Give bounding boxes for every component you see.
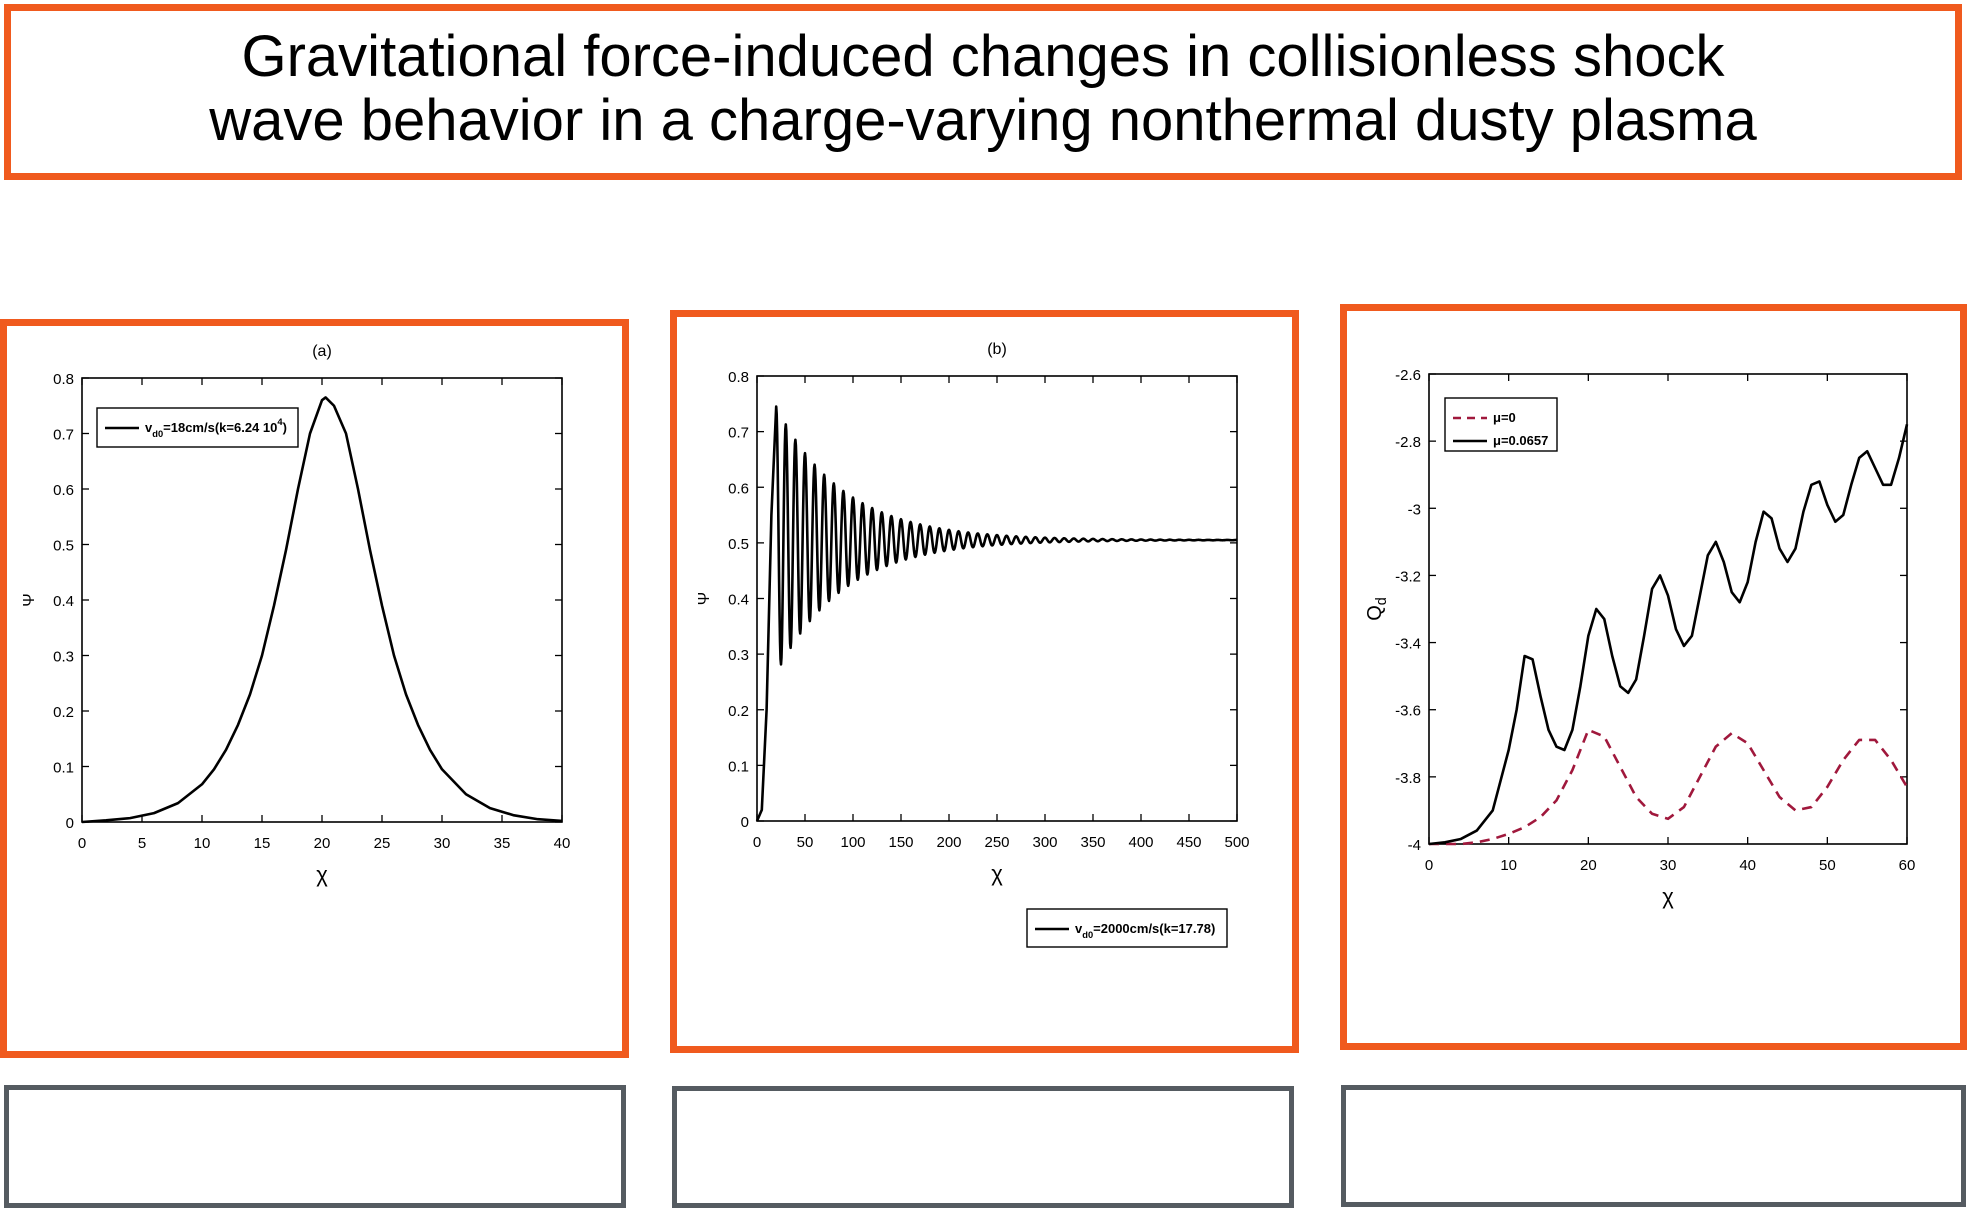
chart1-x-tick-label: 200 bbox=[936, 834, 961, 851]
chart2-x-tick-label: 30 bbox=[1660, 857, 1677, 874]
chart2-y-tick-label: -2.8 bbox=[1395, 434, 1421, 451]
chart1-x-tick-label: 250 bbox=[984, 834, 1009, 851]
chart2-y-tick-label: -3.4 bbox=[1395, 636, 1421, 653]
chart1-y-tick-label: 0.3 bbox=[728, 647, 749, 664]
chart0-x-tick-label: 25 bbox=[374, 835, 391, 852]
chart2-series-line-1 bbox=[1428, 424, 1909, 846]
chart0-x-tick-label: 15 bbox=[254, 835, 271, 852]
chart1-x-tick-label: 400 bbox=[1128, 834, 1153, 851]
chart2-x-tick-label: 50 bbox=[1819, 857, 1836, 874]
chart1-y-tick-label: 0.8 bbox=[728, 369, 749, 386]
chart2-x-tick-label: 20 bbox=[1580, 857, 1597, 874]
chart2-x-tick-label: 40 bbox=[1739, 857, 1756, 874]
chart1-y-tick-label: 0.1 bbox=[728, 758, 749, 775]
chart1-x-tick-label: 450 bbox=[1176, 834, 1201, 851]
caption-box-b bbox=[672, 1086, 1294, 1208]
chart2-x-tick-label: 10 bbox=[1500, 857, 1517, 874]
chart-c: 0 10 20 30 40 50 60 -4 -3.8 -3.6 -3.4 -3.2 -3 -2.8 -2.… bbox=[1364, 367, 1916, 909]
panel-b-frame: 0 50 100 150 200 250 300 350 400 450 500 0 0.1 0.2 0.3… bbox=[670, 310, 1299, 1053]
panel-c-frame: 0 10 20 30 40 50 60 -4 -3.8 -3.6 -3.4 -3.2 -3 -2.8 -2.… bbox=[1340, 304, 1967, 1050]
chart2-y-tick-label: -3.8 bbox=[1395, 770, 1421, 787]
chart1-y-tick-label: 0.4 bbox=[728, 592, 749, 609]
chart0-x-axis-label: χ bbox=[316, 862, 328, 887]
chart2-x-tick-label: 0 bbox=[1425, 857, 1433, 874]
chart0-y-tick-label: 0.3 bbox=[53, 649, 74, 666]
chart1-x-tick-label: 100 bbox=[840, 834, 865, 851]
chart0-y-tick-label: 0.4 bbox=[53, 593, 74, 610]
chart2-series-line-0 bbox=[1429, 728, 1909, 846]
chart2-legend-label-1: μ=0.0657 bbox=[1493, 433, 1548, 448]
chart2-y-tick-label: -2.6 bbox=[1395, 367, 1421, 384]
chart1-legend-label-0: vd0=2000cm/s(k=17.78) bbox=[1075, 921, 1215, 940]
chart1-y-tick-label: 0 bbox=[741, 814, 749, 831]
chart0-x-tick-label: 35 bbox=[494, 835, 511, 852]
chart0-x-tick-label: 0 bbox=[78, 835, 86, 852]
chart1-x-tick-label: 350 bbox=[1080, 834, 1105, 851]
chart2-y-axis-label: Qd bbox=[1364, 597, 1390, 621]
chart1-y-axis-label: Ψ bbox=[696, 592, 713, 605]
chart1-y-tick-label: 0.2 bbox=[728, 703, 749, 720]
chart1-y-tick-label: 0.6 bbox=[728, 480, 749, 497]
chart0-x-tick-label: 10 bbox=[194, 835, 211, 852]
chart2-y-tick-label: -3.2 bbox=[1395, 568, 1421, 585]
chart1-x-tick-label: 50 bbox=[797, 834, 814, 851]
chart2-y-tick-label: -4 bbox=[1408, 837, 1421, 854]
chart1-x-axis-label: χ bbox=[991, 861, 1003, 886]
chart0-legend-label-0: vd0=18cm/s(k=6.24 104) bbox=[145, 417, 287, 439]
chart1-x-tick-label: 300 bbox=[1032, 834, 1057, 851]
figure-title: Gravitational force-induced changes in c… bbox=[209, 24, 1757, 153]
chart1-x-tick-label: 150 bbox=[888, 834, 913, 851]
chart0-y-tick-label: 0.5 bbox=[53, 538, 74, 555]
chart1-y-tick-label: 0.5 bbox=[728, 536, 749, 553]
chart0-x-tick-label: 5 bbox=[138, 835, 146, 852]
chart0-title: (a) bbox=[312, 343, 332, 360]
chart2-y-tick-label: -3.6 bbox=[1395, 703, 1421, 720]
chart2-x-tick-label: 60 bbox=[1899, 857, 1916, 874]
chart2-x-axis-label: χ bbox=[1662, 884, 1674, 909]
chart0-y-tick-label: 0.2 bbox=[53, 704, 74, 721]
chart0-y-axis-label: Ψ bbox=[21, 593, 38, 606]
chart0-x-tick-label: 20 bbox=[314, 835, 331, 852]
chart0-x-tick-label: 30 bbox=[434, 835, 451, 852]
chart2-y-axis-label-group: Qd bbox=[1364, 597, 1390, 621]
chart0-y-tick-label: 0.6 bbox=[53, 482, 74, 499]
title-box: Gravitational force-induced changes in c… bbox=[4, 4, 1962, 180]
chart1-series-line-0 bbox=[755, 405, 1238, 822]
chart0-series-line-0 bbox=[81, 396, 563, 824]
caption-box-c bbox=[1341, 1085, 1966, 1207]
chart1-x-tick-label: 0 bbox=[753, 834, 761, 851]
chart2-legend-label-0: μ=0 bbox=[1493, 410, 1516, 425]
chart2-y-tick-label: -3 bbox=[1408, 501, 1421, 518]
caption-box-a bbox=[4, 1085, 626, 1208]
chart-b: 0 50 100 150 200 250 300 350 400 450 500 0 0.1 0.2 0.3… bbox=[696, 341, 1250, 948]
chart0-y-tick-label: 0.7 bbox=[53, 427, 74, 444]
chart-a: 0 5 10 15 20 25 30 35 40 0 0.1 0.2 0.3 0.4 0.5 0.6 0.7 0.… bbox=[21, 343, 571, 887]
chart1-y-tick-label: 0.7 bbox=[728, 425, 749, 442]
chart0-y-tick-label: 0.8 bbox=[53, 371, 74, 388]
chart0-y-tick-label: 0 bbox=[66, 815, 74, 832]
chart1-title: (b) bbox=[987, 341, 1007, 358]
panel-a-frame: 0 5 10 15 20 25 30 35 40 0 0.1 0.2 0.3 0.4 0.5 0.6 0.7 0.… bbox=[0, 319, 629, 1058]
chart1-x-tick-label: 500 bbox=[1224, 834, 1249, 851]
chart0-y-tick-label: 0.1 bbox=[53, 760, 74, 777]
chart0-x-tick-label: 40 bbox=[554, 835, 571, 852]
